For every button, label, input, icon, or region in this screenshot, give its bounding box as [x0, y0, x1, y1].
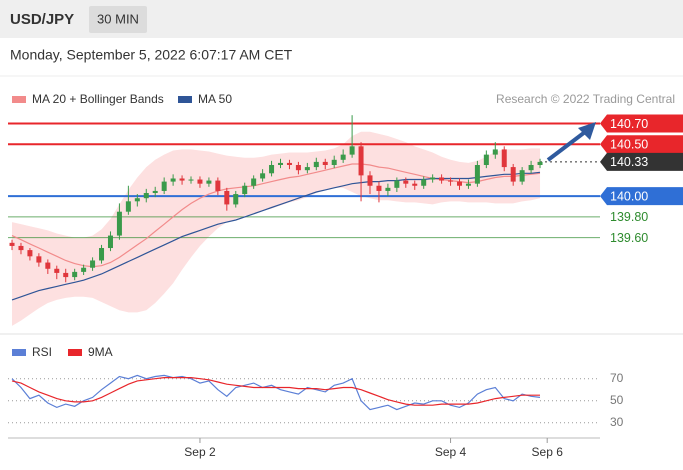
legend-swatch [12, 349, 26, 356]
candle-body [116, 211, 122, 236]
candle-body [206, 180, 212, 184]
candle-body [269, 165, 275, 174]
candle-body [215, 180, 221, 191]
candle-body [456, 181, 462, 186]
level-label: 140.70 [610, 117, 648, 131]
candle-body [286, 162, 292, 165]
candle-body [385, 187, 391, 191]
candle-body [474, 165, 480, 184]
candle-body [501, 149, 507, 168]
bollinger-band [12, 131, 541, 326]
candle-body [36, 256, 42, 263]
legend-label: MA 20 + Bollinger Bands [32, 92, 164, 106]
candle-body [81, 267, 87, 272]
candle-body [170, 178, 176, 182]
x-tick-label: Sep 4 [435, 445, 467, 459]
moving-average [11, 171, 541, 301]
forecast-arrow [546, 130, 587, 162]
candle-body [152, 190, 158, 194]
candle-body [278, 162, 284, 165]
candle-body [242, 185, 248, 195]
y-tick-label: 50 [610, 393, 624, 407]
candle-body [376, 185, 382, 191]
x-tick-label: Sep 2 [184, 445, 216, 459]
candle-body [430, 177, 436, 180]
candle-body [188, 179, 194, 181]
candle-body [367, 175, 373, 186]
candle-body [295, 165, 301, 171]
y-tick-label: 30 [610, 415, 624, 429]
candle-body [340, 154, 346, 160]
legend-swatch [178, 96, 192, 103]
candle-body [143, 193, 149, 199]
level-box [600, 114, 683, 133]
candle-body [510, 167, 516, 182]
legend-swatch [68, 349, 82, 356]
legend-label: 9MA [88, 345, 113, 359]
candle-body [483, 154, 489, 165]
level-box [600, 187, 683, 206]
candle-body [260, 173, 266, 179]
candle-body [528, 165, 534, 171]
y-tick-label: 70 [610, 371, 624, 385]
candle-body [90, 260, 96, 268]
candle-body [134, 198, 140, 202]
interval-button[interactable] [89, 6, 147, 33]
candle-body [161, 181, 167, 191]
candle-body [99, 248, 105, 261]
legend-swatch [12, 96, 26, 103]
candle-body [251, 178, 257, 186]
candle-body [349, 146, 355, 155]
candle-body [313, 161, 319, 168]
candle-body [224, 190, 230, 205]
candle-body [448, 180, 454, 182]
candle-body [394, 180, 400, 188]
interval[interactable]: 30 MIN [97, 11, 139, 26]
candle-body [197, 179, 203, 184]
candle-body [439, 177, 445, 181]
attribution: Research © 2022 Trading Central [496, 92, 675, 106]
level-label: 140.50 [610, 138, 648, 152]
candle-body [465, 183, 471, 186]
candle-body [45, 262, 51, 269]
legend-label: RSI [32, 345, 52, 359]
candle-body [322, 161, 328, 165]
candle-body [63, 272, 69, 278]
candle-body [403, 180, 409, 184]
candle-body [9, 242, 15, 246]
candle-body [421, 179, 427, 186]
candle-body [125, 201, 131, 212]
legend-label: MA 50 [198, 92, 232, 106]
arrow-head [578, 122, 596, 140]
candle-body [412, 183, 418, 186]
symbol: USD/JPY [10, 11, 74, 28]
candle-body [492, 149, 498, 155]
candle-body [54, 268, 60, 273]
x-tick-label: Sep 6 [532, 445, 564, 459]
candle-body [537, 161, 543, 165]
marks: 140.70 140.50 140.33 140.00 139.80 139.60 70 50… [8, 114, 683, 459]
level-box [600, 152, 683, 171]
level-label: 139.80 [610, 210, 648, 224]
level-label: 139.60 [610, 231, 648, 245]
candle-body [72, 271, 78, 278]
candle-body [18, 245, 24, 251]
level-label: 140.00 [610, 189, 648, 203]
datetime: Monday, September 5, 2022 6:07:17 AM CET [10, 47, 293, 63]
candle-body [179, 178, 185, 181]
candle-body [519, 170, 525, 182]
level-box [600, 135, 683, 154]
candle-body [107, 235, 113, 249]
candle-body [27, 250, 33, 257]
candle-body [331, 159, 337, 165]
candle-body [233, 194, 239, 205]
level-label: 140.33 [610, 155, 648, 169]
candle-body [304, 167, 310, 171]
oscillator-line [11, 377, 540, 406]
candle-body [358, 146, 364, 176]
